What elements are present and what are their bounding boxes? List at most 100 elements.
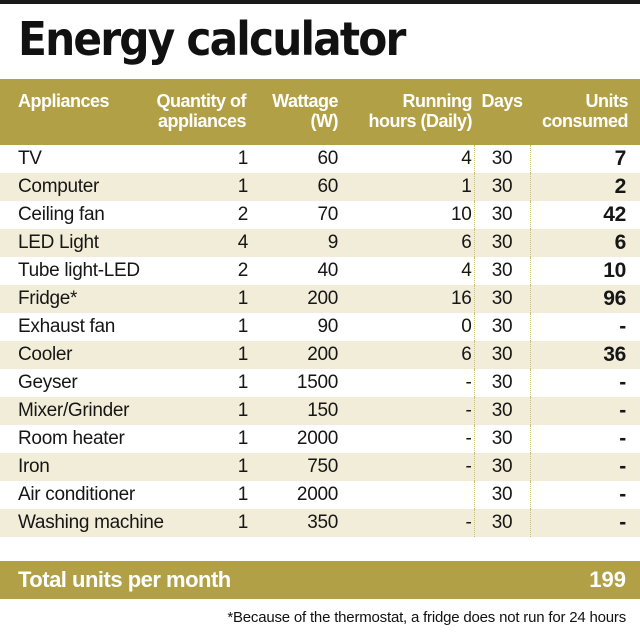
cell-appliance: Ceiling fan <box>18 204 105 225</box>
header-running-line2: hours (Daily) <box>368 111 472 131</box>
cell-quantity: 1 <box>130 397 252 425</box>
cell-wattage: 40 <box>317 260 338 281</box>
footnote: *Because of the thermostat, a fridge doe… <box>227 609 626 626</box>
top-rule <box>0 0 640 4</box>
cell-days: 30 <box>474 453 531 481</box>
cell-units: 96 <box>530 285 640 313</box>
cell-running-hours: - <box>342 509 475 537</box>
cell-wattage: 60 <box>317 148 338 169</box>
table-row: Iron 1 750 - 30 - <box>0 453 640 481</box>
cell-days: 30 <box>474 229 531 257</box>
table-row: LED Light 4 9 6 30 6 <box>0 229 640 257</box>
header-units-line1: Units <box>585 91 629 111</box>
cell-quantity: 1 <box>237 372 249 393</box>
cell-running-hours: 16 <box>342 285 475 313</box>
table-row: Room heater 1 2000 - 30 - <box>0 425 640 453</box>
cell-wattage: 200 <box>252 341 342 369</box>
cell-units: - <box>619 427 626 450</box>
column-header-wattage: Wattage (W) <box>252 79 342 145</box>
cell-days: 30 <box>474 145 531 173</box>
header-days-label: Days <box>481 91 523 111</box>
total-value: 199 <box>589 567 626 592</box>
cell-days: 30 <box>474 257 531 285</box>
cell-wattage: 750 <box>252 453 342 481</box>
energy-table: Appliances Quantity of appliances Wattag… <box>0 79 640 537</box>
cell-days: 30 <box>474 341 531 369</box>
cell-units: - <box>530 397 640 425</box>
cell-quantity: 1 <box>237 316 249 337</box>
cell-units: - <box>530 453 640 481</box>
cell-quantity: 1 <box>130 173 252 201</box>
table-row: TV 1 60 4 30 7 <box>0 145 640 173</box>
cell-quantity: 1 <box>237 428 249 449</box>
cell-wattage: 200 <box>252 285 342 313</box>
header-wattage-wrap: Wattage (W) <box>252 79 338 131</box>
cell-appliance: Exhaust fan <box>18 316 116 337</box>
cell-appliance: Cooler <box>0 341 130 369</box>
cell-quantity: 1 <box>130 341 252 369</box>
cell-running-hours: 4 <box>342 145 475 173</box>
cell-quantity: 1 <box>130 509 252 537</box>
cell-wattage: 90 <box>317 316 338 337</box>
cell-days: 30 <box>474 481 531 509</box>
cell-days: 30 <box>474 509 531 537</box>
cell-quantity: 1 <box>130 285 252 313</box>
cell-days: 30 <box>474 173 531 201</box>
cell-running-hours: - <box>342 397 475 425</box>
cell-wattage: 1500 <box>296 372 338 393</box>
table-header: Appliances Quantity of appliances Wattag… <box>0 79 640 145</box>
cell-days: 30 <box>474 313 531 341</box>
header-running-line1: Running <box>402 91 473 111</box>
header-appliances-label: Appliances <box>18 91 110 111</box>
cell-days: 30 <box>474 285 531 313</box>
cell-running-hours: - <box>342 453 475 481</box>
table-row: Exhaust fan 1 90 0 30 - <box>0 313 640 341</box>
cell-units: - <box>619 371 626 394</box>
table-row: Geyser 1 1500 - 30 - <box>0 369 640 397</box>
cell-units: 10 <box>603 259 626 282</box>
table-row: Cooler 1 200 6 30 36 <box>0 341 640 369</box>
total-bar: Total units per month 199 <box>0 561 640 599</box>
cell-quantity: 1 <box>237 484 249 505</box>
cell-running-hours: 6 <box>342 341 475 369</box>
cell-units: - <box>530 509 640 537</box>
cell-days: 30 <box>474 397 531 425</box>
cell-appliance: TV <box>18 148 42 169</box>
cell-days: 30 <box>474 369 531 397</box>
cell-wattage: 60 <box>252 173 342 201</box>
cell-appliance: Washing machine <box>0 509 164 537</box>
header-units-line2: consumed <box>541 111 629 131</box>
cell-wattage: 2000 <box>296 484 338 505</box>
cell-appliance: Geyser <box>18 372 78 393</box>
cell-running-hours: 0 <box>342 313 475 341</box>
total-label: Total units per month <box>18 567 231 592</box>
cell-appliance: Room heater <box>18 428 125 449</box>
cell-units: 42 <box>603 203 626 226</box>
cell-running-hours: - <box>342 425 475 453</box>
cell-running-hours: 6 <box>342 229 475 257</box>
table-row: Fridge* 1 200 16 30 96 <box>0 285 640 313</box>
cell-units: 6 <box>530 229 640 257</box>
cell-units: - <box>619 483 626 506</box>
cell-appliance: Tube light-LED <box>18 260 140 281</box>
header-quantity-line2: appliances <box>157 111 247 131</box>
header-units-wrap: Units consumed <box>530 79 629 131</box>
cell-units: 2 <box>530 173 640 201</box>
table-row: Washing machine 1 350 - 30 - <box>0 509 640 537</box>
header-row: Appliances Quantity of appliances Wattag… <box>0 79 640 145</box>
cell-running-hours <box>342 481 475 509</box>
header-quantity-line1: Quantity of <box>156 91 247 111</box>
table-row: Computer 1 60 1 30 2 <box>0 173 640 201</box>
cell-days: 30 <box>474 201 531 229</box>
cell-quantity: 2 <box>237 204 249 225</box>
cell-appliance: Iron <box>0 453 130 481</box>
cell-appliance: Air conditioner <box>18 484 135 505</box>
table-row: Tube light-LED 2 40 4 30 10 <box>0 257 640 285</box>
cell-units: 36 <box>530 341 640 369</box>
cell-running-hours: - <box>342 369 475 397</box>
cell-appliance: Computer <box>0 173 130 201</box>
page-title: Energy calculator <box>18 12 406 66</box>
cell-units: - <box>619 315 626 338</box>
header-running-wrap: Running hours (Daily) <box>342 79 472 131</box>
column-header-running-hours: Running hours (Daily) <box>342 79 474 145</box>
